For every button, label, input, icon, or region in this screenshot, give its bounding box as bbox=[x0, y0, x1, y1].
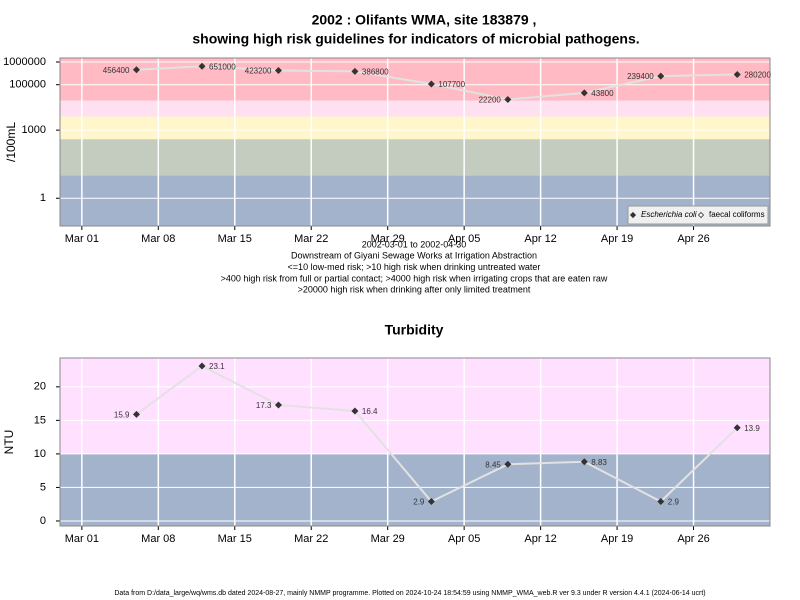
chart-title: Turbidity bbox=[385, 322, 444, 338]
plot-frame bbox=[59, 357, 771, 527]
value-label: 456400 bbox=[103, 66, 130, 75]
note: Downstream of Giyani Sewage Works at Irr… bbox=[291, 251, 537, 261]
risk-band bbox=[60, 139, 770, 176]
point bbox=[351, 67, 359, 75]
note: <=10 low-med risk; >10 high risk when dr… bbox=[288, 262, 541, 272]
x-tick-label: Mar 29 bbox=[371, 233, 405, 245]
value-label: 17.3 bbox=[256, 401, 272, 410]
point bbox=[504, 460, 512, 468]
chart-title: 2002 : Olifants WMA, site 183879 , bbox=[312, 12, 537, 28]
value-label: 2.9 bbox=[413, 498, 425, 507]
value-label: 239400 bbox=[627, 72, 654, 81]
y-axis-label: /100mL bbox=[4, 122, 18, 162]
point bbox=[733, 71, 741, 79]
risk-band bbox=[60, 453, 770, 526]
value-label: 13.9 bbox=[744, 424, 760, 433]
point bbox=[580, 458, 588, 466]
x-tick-label: Mar 08 bbox=[141, 233, 175, 245]
point bbox=[427, 80, 435, 88]
point bbox=[504, 96, 512, 104]
value-label: 386800 bbox=[362, 67, 389, 76]
value-label: 423200 bbox=[245, 67, 272, 76]
value-label: 22200 bbox=[479, 96, 502, 105]
note: >20000 high risk when drinking after onl… bbox=[298, 285, 531, 295]
y-tick-label: 5 bbox=[40, 481, 46, 493]
y-axis-label: NTU bbox=[2, 430, 16, 455]
y-tick-label: 100000 bbox=[9, 79, 46, 91]
x-tick-label: Apr 19 bbox=[601, 533, 633, 545]
y-tick-label: 20 bbox=[34, 381, 46, 393]
note: 2002-03-01 to 2002-04-30 bbox=[362, 239, 467, 249]
note: >400 high risk from full or partial cont… bbox=[221, 273, 608, 283]
plot-frame bbox=[59, 57, 771, 227]
value-label: 2.9 bbox=[668, 498, 680, 507]
x-tick-label: Apr 26 bbox=[677, 533, 709, 545]
x-tick-label: Mar 22 bbox=[294, 233, 328, 245]
legend-label: Escherichia coli bbox=[641, 210, 697, 219]
point bbox=[580, 89, 588, 97]
risk-band bbox=[60, 58, 770, 101]
x-tick-label: Mar 29 bbox=[371, 533, 405, 545]
x-tick-label: Apr 05 bbox=[448, 533, 480, 545]
point bbox=[198, 362, 206, 370]
x-tick-label: Mar 01 bbox=[65, 233, 99, 245]
risk-band bbox=[60, 116, 770, 140]
point bbox=[274, 401, 282, 409]
value-label: 15.9 bbox=[114, 410, 130, 419]
x-tick-label: Mar 15 bbox=[218, 233, 252, 245]
legend: Escherichia coli faecal coliforms bbox=[627, 205, 769, 225]
footer: Data from D:/data_large/wq/wms.db dated … bbox=[114, 590, 705, 597]
y-tick-label: 1000000 bbox=[3, 56, 46, 68]
x-tick-label: Mar 22 bbox=[294, 533, 328, 545]
chart-title: showing high risk guidelines for indicat… bbox=[192, 31, 639, 47]
x-tick-label: Mar 15 bbox=[218, 533, 252, 545]
value-label: 8.83 bbox=[591, 458, 607, 467]
y-tick-label: 1000 bbox=[22, 124, 46, 136]
point bbox=[351, 407, 359, 415]
value-label: 280200 bbox=[744, 71, 771, 80]
x-tick-label: Mar 08 bbox=[141, 533, 175, 545]
x-tick-label: Apr 05 bbox=[448, 233, 480, 245]
risk-band bbox=[60, 100, 770, 117]
value-label: 8.45 bbox=[485, 460, 501, 469]
point bbox=[427, 498, 435, 506]
point bbox=[132, 66, 140, 74]
legend-marker bbox=[629, 211, 637, 219]
value-label: 651000 bbox=[209, 62, 236, 71]
x-tick-label: Apr 12 bbox=[524, 233, 556, 245]
point bbox=[657, 498, 665, 506]
point bbox=[657, 72, 665, 80]
y-tick-label: 0 bbox=[40, 515, 46, 527]
point bbox=[198, 62, 206, 70]
y-tick-label: 1 bbox=[40, 192, 46, 204]
value-label: 43800 bbox=[591, 89, 614, 98]
legend-marker bbox=[697, 211, 705, 219]
y-tick-label: 10 bbox=[34, 448, 46, 460]
point bbox=[132, 410, 140, 418]
risk-band bbox=[60, 358, 770, 454]
point bbox=[733, 424, 741, 432]
y-tick-label: 15 bbox=[34, 414, 46, 426]
x-tick-label: Apr 12 bbox=[524, 533, 556, 545]
value-label: 23.1 bbox=[209, 362, 225, 371]
x-tick-label: Apr 26 bbox=[677, 233, 709, 245]
value-label: 107700 bbox=[438, 80, 465, 89]
x-tick-label: Apr 19 bbox=[601, 233, 633, 245]
x-tick-label: Mar 01 bbox=[65, 533, 99, 545]
legend-label: faecal coliforms bbox=[709, 210, 765, 219]
point bbox=[274, 66, 282, 74]
value-label: 16.4 bbox=[362, 407, 378, 416]
